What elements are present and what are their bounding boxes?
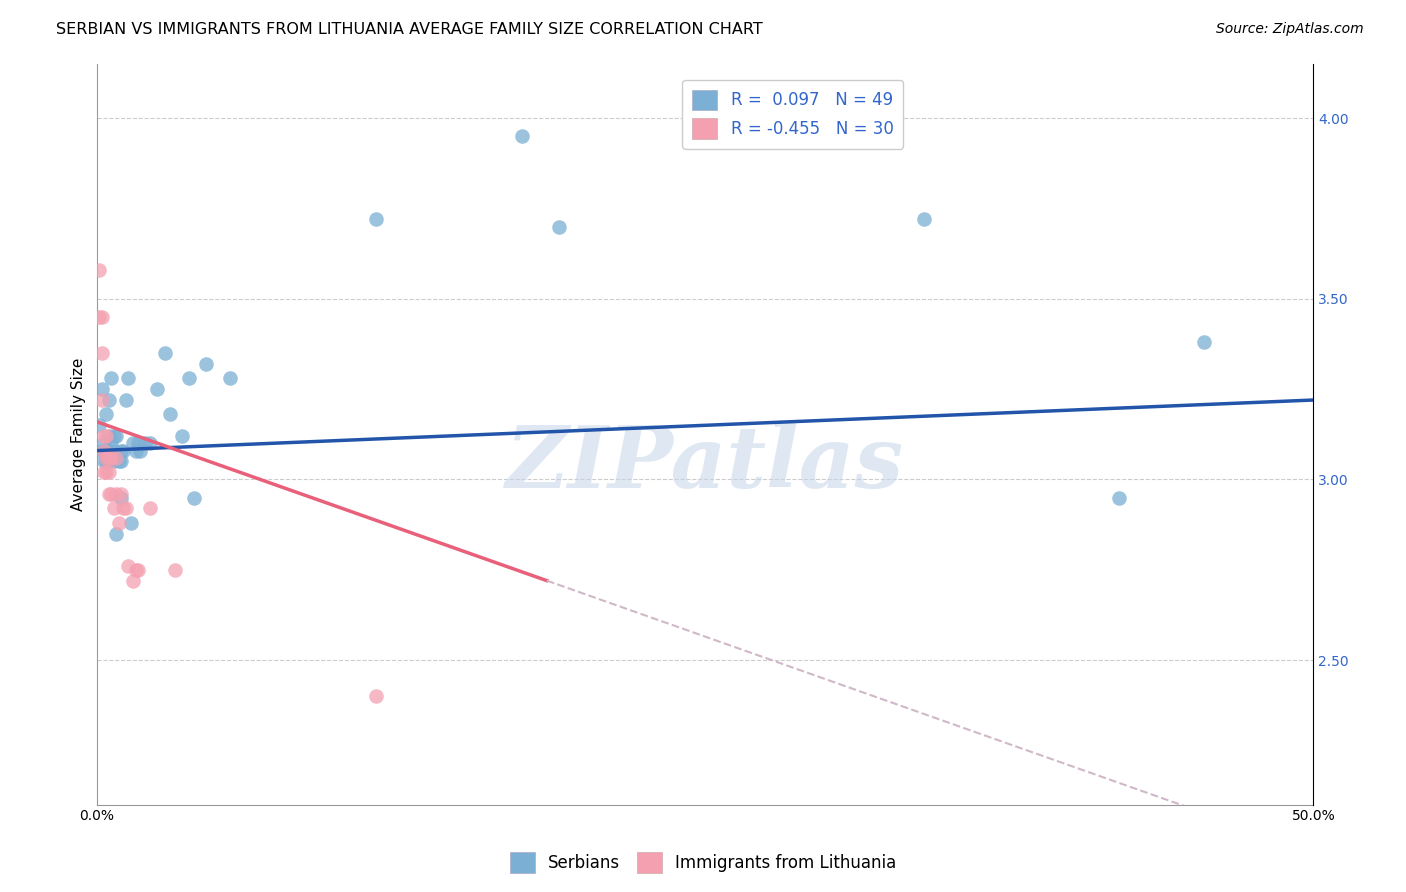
Point [107, 454, 129, 468]
Point [120, 516, 142, 530]
Point [219, 371, 242, 385]
Point [512, 129, 534, 144]
Point [122, 574, 145, 588]
Point [87, 418, 110, 433]
Point [100, 436, 122, 450]
Text: SERBIAN VS IMMIGRANTS FROM LITHUANIA AVERAGE FAMILY SIZE CORRELATION CHART: SERBIAN VS IMMIGRANTS FROM LITHUANIA AVE… [56, 22, 763, 37]
Point [87, 310, 110, 324]
Point [100, 450, 122, 465]
Point [93, 454, 115, 468]
Point [548, 219, 571, 234]
Point [96, 443, 118, 458]
Point [366, 690, 388, 704]
Point [105, 526, 128, 541]
Point [103, 454, 125, 468]
Point [366, 212, 388, 227]
Point [105, 429, 128, 443]
Point [87, 263, 110, 277]
Point [96, 429, 118, 443]
Point [127, 436, 149, 450]
Point [163, 563, 186, 577]
Point [93, 436, 115, 450]
Point [112, 443, 135, 458]
Point [124, 443, 146, 458]
Point [97, 487, 120, 501]
Point [129, 443, 152, 458]
Point [96, 408, 118, 422]
Point [97, 450, 120, 465]
Point [134, 436, 156, 450]
Point [103, 501, 125, 516]
Legend: Serbians, Immigrants from Lithuania: Serbians, Immigrants from Lithuania [503, 846, 903, 880]
Text: ZIPatlas: ZIPatlas [506, 422, 904, 506]
Point [110, 454, 132, 468]
Point [103, 429, 125, 443]
Point [139, 436, 162, 450]
Point [110, 487, 132, 501]
Point [127, 563, 149, 577]
Point [115, 392, 138, 407]
Point [93, 429, 115, 443]
Legend: R =  0.097   N = 49, R = -0.455   N = 30: R = 0.097 N = 49, R = -0.455 N = 30 [682, 79, 904, 149]
Point [90, 310, 112, 324]
Point [179, 371, 201, 385]
Point [93, 443, 115, 458]
Point [90, 392, 112, 407]
Point [105, 450, 128, 465]
Point [110, 443, 132, 458]
Point [1108, 491, 1130, 505]
Point [112, 501, 135, 516]
Y-axis label: Average Family Size: Average Family Size [72, 358, 86, 511]
Point [117, 559, 139, 574]
Point [110, 491, 132, 505]
Point [159, 408, 181, 422]
Point [107, 516, 129, 530]
Point [97, 465, 120, 479]
Point [96, 465, 118, 479]
Point [139, 501, 162, 516]
Point [170, 429, 193, 443]
Point [115, 501, 138, 516]
Point [124, 563, 146, 577]
Point [90, 443, 112, 458]
Point [93, 443, 115, 458]
Point [103, 443, 125, 458]
Point [90, 382, 112, 396]
Point [97, 454, 120, 468]
Point [105, 487, 128, 501]
Text: Source: ZipAtlas.com: Source: ZipAtlas.com [1216, 22, 1364, 37]
Point [146, 382, 169, 396]
Point [1192, 335, 1215, 350]
Point [100, 371, 122, 385]
Point [153, 346, 176, 360]
Point [97, 443, 120, 458]
Point [100, 450, 122, 465]
Point [93, 465, 115, 479]
Point [117, 371, 139, 385]
Point [90, 346, 112, 360]
Point [195, 357, 218, 371]
Point [183, 491, 205, 505]
Point [912, 212, 935, 227]
Point [97, 429, 120, 443]
Point [122, 436, 145, 450]
Point [97, 392, 120, 407]
Point [100, 487, 122, 501]
Point [96, 450, 118, 465]
Point [96, 454, 118, 468]
